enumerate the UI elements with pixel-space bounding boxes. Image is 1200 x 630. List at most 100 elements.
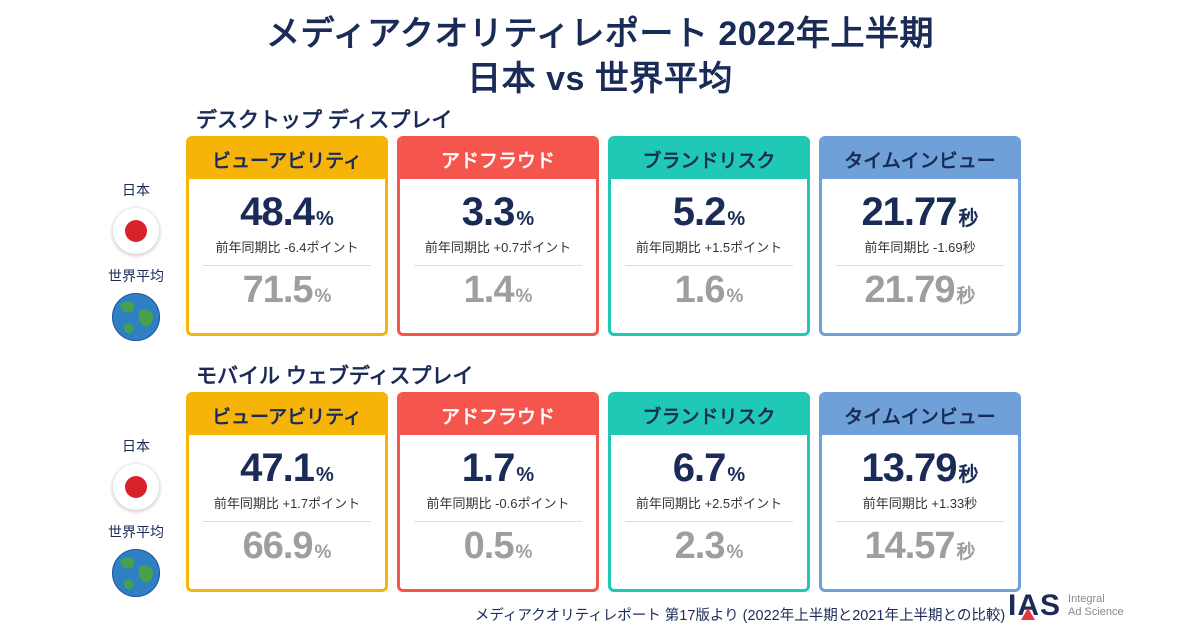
japan-value-number: 48.4	[240, 190, 315, 234]
world-value: 1.4%	[400, 269, 596, 311]
globe-icon	[112, 293, 160, 341]
divider	[203, 521, 371, 522]
world-value-number: 2.3	[674, 525, 726, 567]
world-average-label: 世界平均	[108, 524, 164, 540]
world-value-number: 1.6	[674, 269, 726, 311]
ias-tagline-line2: Ad Science	[1068, 606, 1124, 618]
japan-value: 1.7%	[400, 447, 596, 489]
japan-value: 21.77 秒	[822, 191, 1018, 233]
ias-tagline-line1: Integral	[1068, 592, 1105, 605]
yoy-change: 前年同期比 +1.7ポイント	[213, 496, 361, 511]
japan-value: 47.1%	[189, 447, 385, 489]
world-value: 1.6%	[611, 269, 807, 311]
yoy-change: 前年同期比 +1.5ポイント	[635, 240, 783, 255]
world-value-number: 1.4	[463, 269, 515, 311]
world-value-unit: %	[726, 286, 744, 307]
world-value-unit: %	[515, 286, 533, 307]
world-value: 71.5%	[189, 269, 385, 311]
metric-card-header: ビューアビリティ	[189, 395, 385, 435]
japan-value-unit: 秒	[958, 464, 979, 486]
metric-card-header: ビューアビリティ	[189, 139, 385, 179]
world-value-unit: 秒	[956, 286, 976, 307]
yoy-change: 前年同期比 +1.33秒	[862, 496, 978, 511]
japan-value-number: 6.7	[672, 446, 727, 490]
metric-card-header: タイムインビュー	[822, 395, 1018, 435]
world-value-unit: %	[314, 542, 332, 563]
japan-value: 3.3%	[400, 191, 596, 233]
world-value-unit: %	[726, 542, 744, 563]
world-value-number: 0.5	[463, 525, 515, 567]
divider	[625, 521, 793, 522]
japan-flag-dot	[125, 220, 147, 242]
metric-cards-desktop: ビューアビリティ 48.4% 前年同期比 -6.4ポイント 71.5% アドフラ…	[186, 136, 1021, 336]
yoy-change: 前年同期比 -6.4ポイント	[215, 240, 359, 255]
ias-logo-tagline: Integral Ad Science	[1068, 593, 1124, 619]
page-title-line1: メディアクオリティレポート 2022年上半期	[266, 15, 934, 53]
globe-icon	[112, 549, 160, 597]
ias-logo: IAS Integral Ad Science	[1008, 591, 1124, 621]
world-average-label: 世界平均	[108, 268, 164, 284]
ias-logo-mark: IAS	[1008, 591, 1061, 621]
source-note: メディアクオリティレポート 第17版より (2022年上半期と2021年上半期と…	[474, 608, 1006, 624]
japan-value: 48.4%	[189, 191, 385, 233]
yoy-change: 前年同期比 +0.7ポイント	[424, 240, 572, 255]
world-value-unit: 秒	[956, 542, 976, 563]
world-value: 14.57 秒	[822, 525, 1018, 567]
japan-value-unit: %	[727, 464, 746, 486]
japan-flag-icon	[113, 464, 159, 510]
legend-rail-desktop: 日本 世界平均	[88, 180, 184, 342]
japan-value-unit: %	[516, 208, 535, 230]
yoy-change: 前年同期比 -0.6ポイント	[426, 496, 570, 511]
world-value: 66.9%	[189, 525, 385, 567]
japan-value: 6.7%	[611, 447, 807, 489]
legend-rail-mobile: 日本 世界平均	[88, 436, 184, 598]
japan-value-number: 13.79	[861, 446, 957, 490]
metric-card-header: アドフラウド	[400, 395, 596, 435]
japan-value-number: 21.77	[861, 190, 957, 234]
japan-value-unit: 秒	[958, 208, 979, 230]
divider	[625, 265, 793, 266]
metric-card-adfraud: アドフラウド 3.3% 前年同期比 +0.7ポイント 1.4%	[397, 136, 599, 336]
divider	[414, 521, 582, 522]
japan-flag-dot	[125, 476, 147, 498]
japan-value: 5.2%	[611, 191, 807, 233]
japan-value-unit: %	[727, 208, 746, 230]
divider	[836, 265, 1004, 266]
metric-card-viewability: ビューアビリティ 48.4% 前年同期比 -6.4ポイント 71.5%	[186, 136, 388, 336]
divider	[836, 521, 1004, 522]
metric-cards-mobile: ビューアビリティ 47.1% 前年同期比 +1.7ポイント 66.9% アドフラ…	[186, 392, 1021, 592]
yoy-change: 前年同期比 -1.69秒	[864, 240, 976, 255]
yoy-change: 前年同期比 +2.5ポイント	[635, 496, 783, 511]
world-value: 2.3%	[611, 525, 807, 567]
metric-card-viewability: ビューアビリティ 47.1% 前年同期比 +1.7ポイント 66.9%	[186, 392, 388, 592]
world-value-number: 71.5	[242, 269, 314, 311]
japan-value-number: 5.2	[672, 190, 727, 234]
metric-card-timeinview: タイムインビュー 13.79 秒 前年同期比 +1.33秒 14.57 秒	[819, 392, 1021, 592]
section-desktop-display: デスクトップ ディスプレイ 日本 世界平均 ビューアビリティ 48.4%	[0, 100, 1200, 356]
japan-label: 日本	[122, 438, 150, 454]
metric-card-header: タイムインビュー	[822, 139, 1018, 179]
japan-value-unit: %	[316, 208, 334, 230]
world-value-unit: %	[515, 542, 533, 563]
page-title: メディアクオリティレポート 2022年上半期 日本 vs 世界平均	[0, 12, 1200, 102]
world-value-unit: %	[314, 286, 332, 307]
japan-value-unit: %	[516, 464, 535, 486]
japan-value-unit: %	[316, 464, 334, 486]
metric-card-timeinview: タイムインビュー 21.77 秒 前年同期比 -1.69秒 21.79 秒	[819, 136, 1021, 336]
metric-card-header: ブランドリスク	[611, 395, 807, 435]
divider	[203, 265, 371, 266]
japan-value-number: 3.3	[461, 190, 516, 234]
world-value-number: 14.57	[864, 525, 955, 567]
japan-label: 日本	[122, 182, 150, 198]
world-value: 21.79 秒	[822, 269, 1018, 311]
world-value-number: 21.79	[864, 269, 955, 311]
metric-card-header: アドフラウド	[400, 139, 596, 179]
page-title-line2: 日本 vs 世界平均	[467, 59, 733, 98]
metric-card-header: ブランドリスク	[611, 139, 807, 179]
japan-flag-icon	[113, 208, 159, 254]
metric-card-adfraud: アドフラウド 1.7% 前年同期比 -0.6ポイント 0.5%	[397, 392, 599, 592]
divider	[414, 265, 582, 266]
section-heading-mobile: モバイル ウェブディスプレイ	[196, 365, 474, 388]
world-value-number: 66.9	[242, 525, 314, 567]
